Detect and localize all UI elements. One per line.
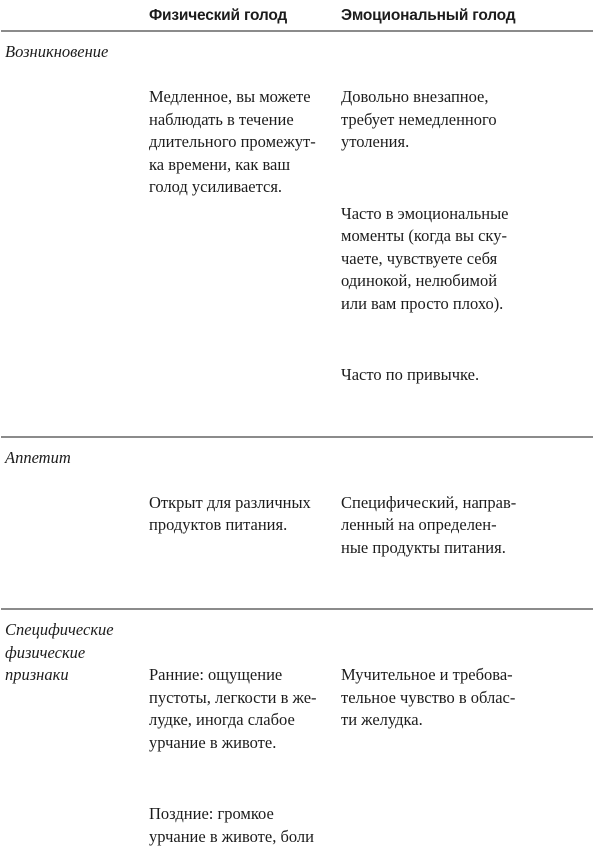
physical-hunger-cell: Открыт для различных продуктов питания. [149,438,341,609]
emotional-hunger-cell: Мучительное и требова- тельное чувство в… [341,610,593,856]
column-header-empty [1,0,149,30]
table-row-onset: Возникновение Медленное, вы можете наблю… [1,30,593,436]
cell-paragraph: Довольно внезапное, требует немедленного… [341,87,497,151]
row-label: Возникновение [5,42,109,61]
emotional-hunger-cell: Довольно внезапное, требует немедленного… [341,32,593,436]
table-row-appetite: Аппетит Открыт для различных продуктов п… [1,435,593,609]
row-label: Специфические физические признаки [5,620,114,684]
column-header-physical-hunger: Физический голод [149,7,288,24]
table-header-row: Физический голод Эмоциональный голод [1,0,593,30]
physical-hunger-cell: Медленное, вы можете наблюдать в течение… [149,32,341,436]
cell-paragraph: Поздние: громкое урчание в животе, боли … [149,804,314,856]
cell-paragraph: Открыт для различных продуктов питания. [149,492,311,535]
emotional-hunger-cell: Специфический, направ- ленный на определ… [341,438,593,609]
cell-paragraph: Часто по привычке. [341,365,480,384]
cell-paragraph: Мучительное и требова- тельное чувство в… [341,665,516,729]
cell-paragraph: Часто в эмоциональные моменты (когда вы … [341,203,509,313]
physical-hunger-cell: Ранние: ощущение пустоты, легкости в же-… [149,610,341,856]
cell-paragraph: Специфический, направ- ленный на определ… [341,492,517,557]
column-header-emotional-hunger: Эмоциональный голод [341,7,516,24]
table-row-specific-physical-signs: Специфические физические признаки Ранние… [1,608,593,856]
row-label: Аппетит [5,447,71,467]
cell-paragraph: Ранние: ощущение пустоты, легкости в же-… [149,665,317,752]
cell-paragraph: Медленное, вы можете наблюдать в течение… [149,87,316,196]
